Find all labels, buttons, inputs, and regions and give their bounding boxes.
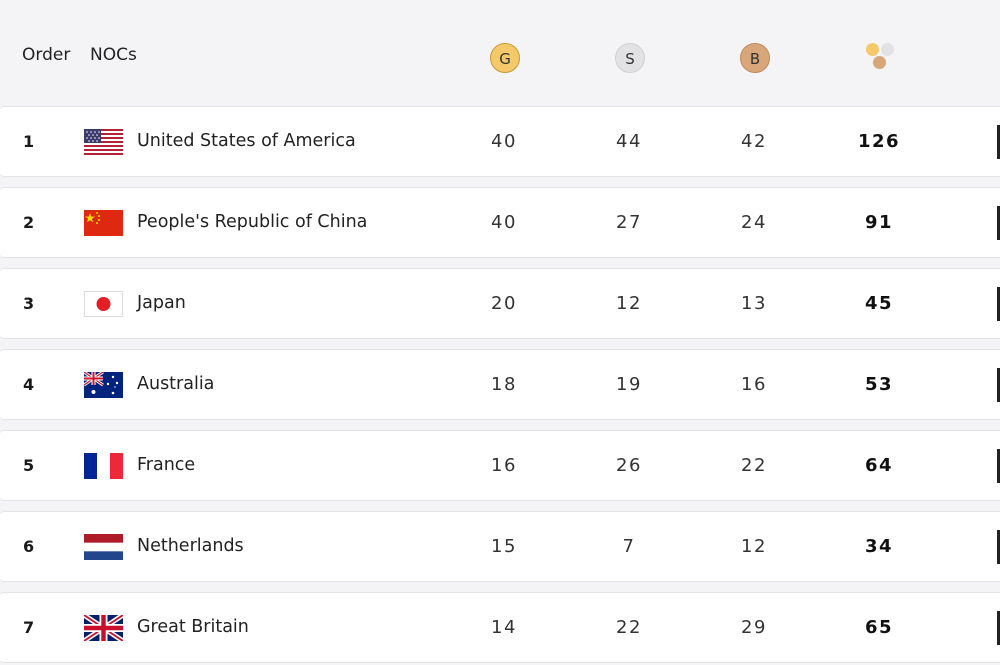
- rank: 6: [23, 537, 35, 556]
- great-britain-flag-icon: [84, 615, 123, 641]
- table-row[interactable]: 1 United States of America: [0, 106, 1000, 177]
- total-count: 65: [864, 617, 894, 638]
- gold-count: 40: [491, 212, 517, 233]
- total-count: 45: [864, 293, 894, 314]
- silver-count: 27: [616, 212, 642, 233]
- noc-name[interactable]: Great Britain: [137, 617, 249, 637]
- silver-medal-icon[interactable]: S: [615, 43, 645, 73]
- row-edge-marker: [997, 206, 1000, 240]
- order-column-header[interactable]: Order: [22, 45, 71, 65]
- row-edge-marker: [997, 125, 1000, 159]
- bronze-count: 12: [741, 536, 767, 557]
- rank: 1: [23, 132, 35, 151]
- noc-name[interactable]: Australia: [137, 374, 215, 394]
- total-count: 91: [864, 212, 894, 233]
- noc-name[interactable]: Japan: [137, 293, 186, 313]
- gold-count: 15: [491, 536, 517, 557]
- rank: 7: [23, 618, 35, 637]
- noc-name[interactable]: United States of America: [137, 131, 356, 151]
- australia-flag-icon: [84, 372, 123, 398]
- france-flag-icon: [84, 453, 123, 479]
- total-count: 126: [857, 131, 901, 152]
- bronze-count: 24: [741, 212, 767, 233]
- rank: 2: [23, 213, 35, 232]
- row-edge-marker: [997, 611, 1000, 645]
- bronze-count: 29: [741, 617, 767, 638]
- total-count: 34: [864, 536, 894, 557]
- noc-column-header[interactable]: NOCs: [90, 45, 137, 65]
- bronze-count: 16: [741, 374, 767, 395]
- table-row[interactable]: 6 Netherlands 15 7 12 34: [0, 511, 1000, 582]
- silver-count: 26: [616, 455, 642, 476]
- bronze-count: 42: [741, 131, 767, 152]
- row-edge-marker: [997, 287, 1000, 321]
- bronze-count: 13: [741, 293, 767, 314]
- silver-count: 44: [616, 131, 642, 152]
- total-medals-icon[interactable]: [864, 42, 898, 72]
- gold-medal-icon[interactable]: G: [490, 43, 520, 73]
- row-edge-marker: [997, 368, 1000, 402]
- gold-count: 18: [491, 374, 517, 395]
- bronze-count: 22: [741, 455, 767, 476]
- noc-name[interactable]: Netherlands: [137, 536, 244, 556]
- noc-name[interactable]: France: [137, 455, 196, 475]
- table-row[interactable]: 7 Great Britain 14 22 29 65: [0, 592, 1000, 663]
- total-count: 64: [864, 455, 894, 476]
- gold-count: 40: [491, 131, 517, 152]
- table-row[interactable]: 5 France 16 26 22 64: [0, 430, 1000, 501]
- rank: 4: [23, 375, 35, 394]
- netherlands-flag-icon: [84, 534, 123, 560]
- total-count: 53: [864, 374, 894, 395]
- rank: 3: [23, 294, 35, 313]
- china-flag-icon: [84, 210, 123, 236]
- silver-count: 19: [616, 374, 642, 395]
- table-row[interactable]: 2 People's Republic of China 40 27 24 91: [0, 187, 1000, 258]
- table-row[interactable]: 3 Japan 20 12 13 45: [0, 268, 1000, 339]
- noc-name[interactable]: People's Republic of China: [137, 212, 368, 232]
- table-row[interactable]: 4 Australia 18 19 16 53: [0, 349, 1000, 420]
- silver-count: 22: [616, 617, 642, 638]
- gold-count: 20: [491, 293, 517, 314]
- usa-flag-icon: [84, 129, 123, 155]
- row-edge-marker: [997, 449, 1000, 483]
- silver-count: 7: [622, 536, 636, 557]
- bronze-medal-icon[interactable]: B: [740, 43, 770, 73]
- table-header: Order NOCs G S B: [0, 0, 1000, 106]
- rank: 5: [23, 456, 35, 475]
- row-edge-marker: [997, 530, 1000, 564]
- silver-count: 12: [616, 293, 642, 314]
- gold-count: 16: [491, 455, 517, 476]
- japan-flag-icon: [84, 291, 123, 317]
- gold-count: 14: [491, 617, 517, 638]
